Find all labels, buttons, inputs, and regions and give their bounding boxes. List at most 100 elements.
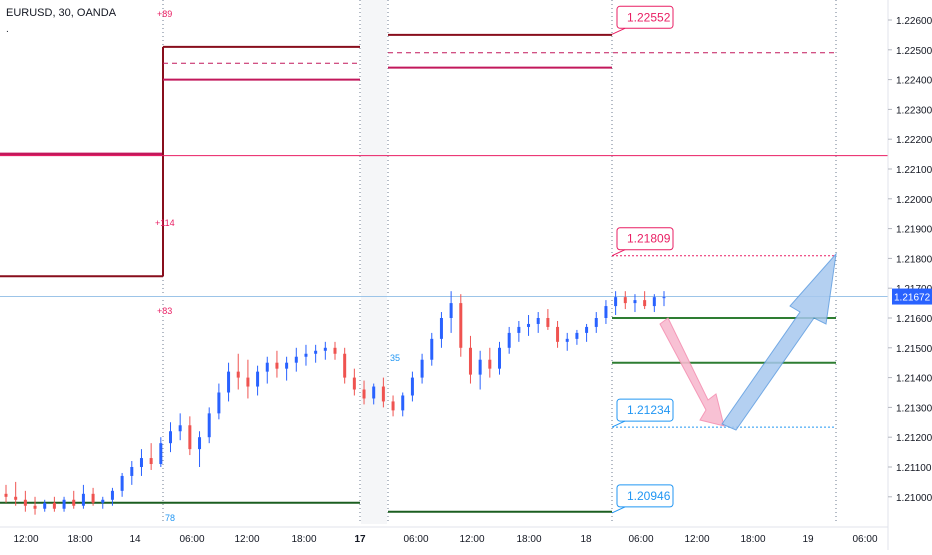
candle	[459, 294, 463, 357]
price-tick-label: 1.21900	[896, 225, 932, 236]
level-annotation: +114	[155, 218, 175, 228]
candle	[246, 359, 250, 399]
candle-body	[352, 377, 356, 390]
candle-body	[449, 303, 453, 318]
candle	[314, 344, 318, 363]
candle-body	[23, 499, 27, 506]
callout-pointer	[611, 506, 626, 514]
time-tick-label: 06:00	[179, 534, 204, 545]
price-tick-label: 1.22100	[896, 165, 932, 176]
time-tick-label: 12:00	[13, 534, 38, 545]
candle-body	[614, 297, 618, 307]
candle	[633, 294, 637, 313]
candle	[43, 499, 47, 512]
candle-body	[343, 353, 347, 378]
candle-body	[536, 318, 540, 324]
candle	[575, 329, 579, 345]
candle-body	[633, 300, 637, 304]
price-callout: 1.21234	[611, 398, 674, 428]
candle-body	[401, 395, 405, 411]
candle-body	[420, 359, 424, 378]
candle-body	[565, 338, 569, 342]
price-tick-label: 1.21300	[896, 403, 932, 414]
candle	[517, 320, 521, 342]
candle	[623, 291, 627, 310]
candle-body	[207, 413, 211, 438]
price-tick-label: 1.21800	[896, 254, 932, 265]
candle-body	[178, 425, 182, 432]
level-annotation: 35	[390, 353, 400, 363]
candle-body	[217, 392, 221, 414]
candle-body	[652, 297, 656, 307]
candle	[72, 490, 76, 509]
candle-body	[585, 326, 589, 333]
candle-body	[91, 493, 95, 503]
price-callout: 1.20946	[611, 484, 674, 514]
candle-body	[149, 458, 153, 465]
candle	[556, 320, 560, 348]
candle	[333, 341, 337, 360]
candle	[381, 377, 385, 408]
candles	[4, 291, 666, 515]
current-price-badge	[892, 288, 932, 305]
level-lines	[0, 33, 888, 513]
candle	[4, 484, 8, 503]
candle-body	[101, 499, 105, 503]
price-tick-label: 1.22200	[896, 135, 932, 146]
candle-body	[72, 499, 76, 506]
candle-body	[256, 371, 260, 387]
session-gap	[361, 0, 387, 524]
candle	[52, 496, 56, 512]
candle	[536, 312, 540, 333]
candle	[323, 341, 327, 360]
candle-body	[556, 326, 560, 342]
session-grid	[162, 0, 837, 524]
candle	[91, 487, 95, 506]
price-tick-label: 1.21600	[896, 314, 932, 325]
candle	[488, 347, 492, 378]
price-axis: 1.22600 1.22500 1.22400 1.22300 1.22200 1.221…	[887, 0, 932, 550]
candle-body	[488, 359, 492, 369]
time-tick-label: 06:00	[403, 534, 428, 545]
candle	[662, 291, 666, 307]
candle	[217, 383, 221, 420]
candle	[546, 309, 550, 330]
price-callout: 1.21809	[611, 227, 674, 257]
price-tick-label: 1.21200	[896, 433, 932, 444]
callout-box	[616, 398, 674, 422]
price-tick-label: 1.22500	[896, 46, 932, 57]
candle	[139, 449, 143, 476]
up-arrow-shape	[721, 252, 837, 431]
candle-body	[391, 401, 395, 411]
candle	[207, 407, 211, 444]
current-price-label: 1.21672	[894, 293, 931, 304]
time-tick-label: 18:00	[740, 534, 765, 545]
candle-body	[236, 371, 240, 378]
candle	[23, 490, 27, 512]
candle	[527, 315, 531, 336]
down-arrow-shape	[659, 317, 725, 427]
price-tick-label: 1.21100	[896, 463, 932, 474]
candle	[420, 353, 424, 384]
candle	[294, 347, 298, 372]
candle	[585, 323, 589, 342]
candle-body	[594, 318, 598, 327]
candle	[265, 356, 269, 384]
candle	[256, 365, 260, 396]
candle	[507, 326, 511, 354]
candle	[468, 335, 472, 384]
time-tick-label: 18:00	[516, 534, 541, 545]
candle-body	[188, 425, 192, 450]
candle-body	[439, 318, 443, 339]
candle	[304, 344, 308, 366]
candle-body	[159, 443, 163, 465]
callout-box	[616, 227, 674, 251]
price-tick-label: 1.22400	[896, 76, 932, 87]
candle	[101, 496, 105, 509]
candle-body	[430, 338, 434, 360]
candle-body	[227, 371, 231, 393]
callout-label: 1.20946	[627, 489, 671, 503]
candle	[478, 350, 482, 390]
candle	[565, 332, 569, 351]
